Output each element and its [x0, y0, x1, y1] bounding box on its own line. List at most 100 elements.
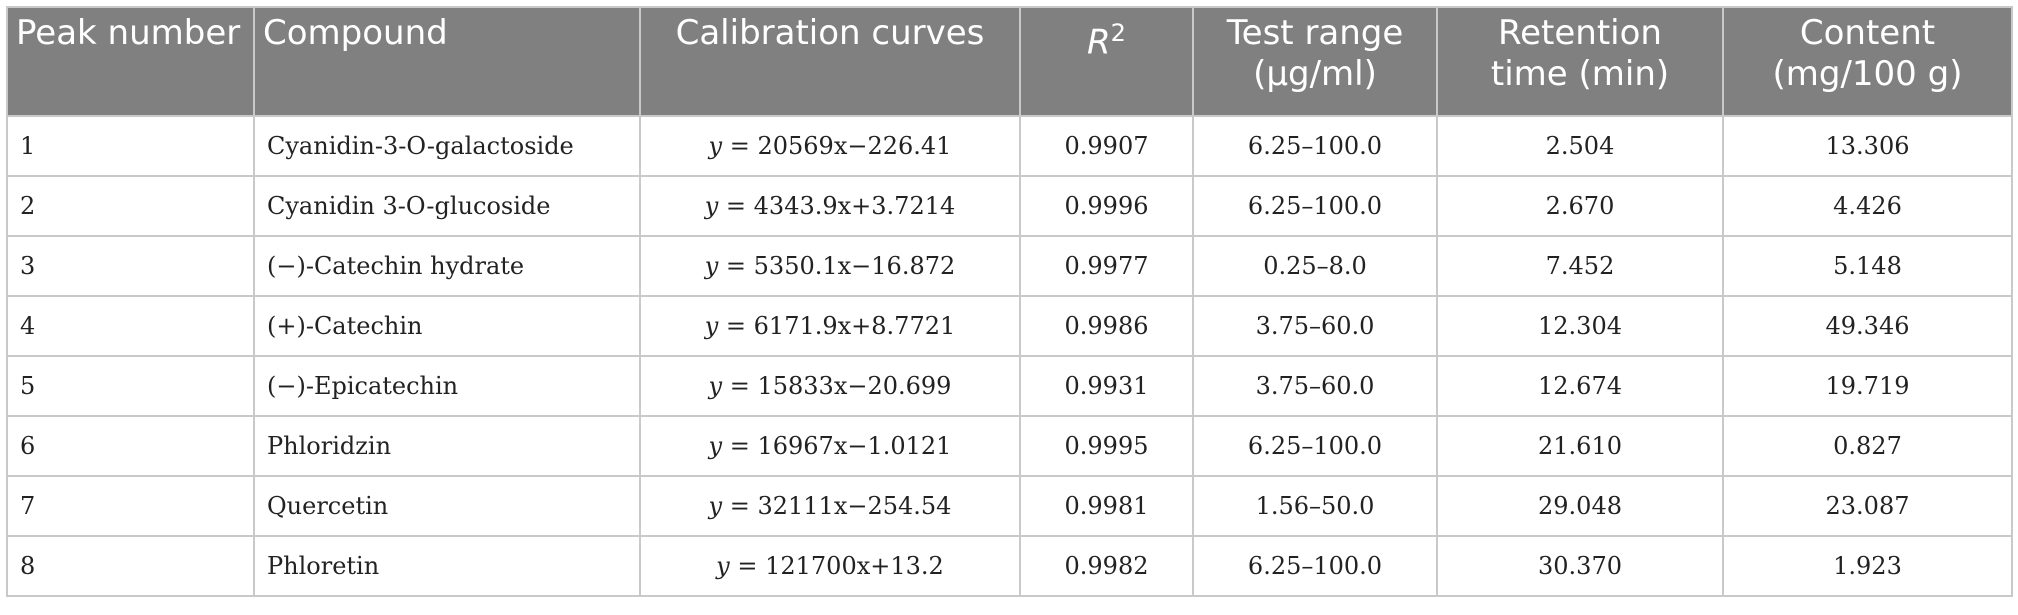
cell-retention-time: 2.504: [1436, 115, 1724, 177]
equation-variable: y: [704, 252, 719, 280]
equation-variable: y: [708, 132, 723, 160]
cell-compound: Phloridzin: [253, 415, 641, 477]
cell-peak-number: 4: [6, 295, 255, 357]
equation-variable: y: [716, 552, 730, 580]
equation-expression: = 16967x−1.0121: [722, 432, 952, 460]
cell-calibration-curve: y = 5350.1x−16.872: [639, 235, 1021, 297]
header-content-line1: Content: [1799, 13, 1936, 53]
equation-expression: = 121700x+13.2: [729, 552, 944, 580]
header-r2-superscript: 2: [1110, 19, 1126, 47]
cell-peak-number: 1: [6, 115, 255, 177]
header-calibration-text: Calibration curves: [675, 13, 985, 53]
cell-retention-time: 30.370: [1436, 535, 1724, 597]
equation-variable: y: [708, 372, 723, 400]
cell-compound: (+)-Catechin: [253, 295, 641, 357]
header-content: Content (mg/100 g): [1722, 6, 2013, 117]
cell-content: 49.346: [1722, 295, 2013, 357]
table-header: Peak number Compound Calibration curves …: [6, 6, 2013, 117]
table-row: 6 Phloridzin y = 16967x−1.0121 0.9995 6.…: [6, 415, 2013, 477]
cell-retention-time: 7.452: [1436, 235, 1724, 297]
cell-content: 4.426: [1722, 175, 2013, 237]
cell-calibration-curve: y = 32111x−254.54: [639, 475, 1021, 537]
cell-test-range: 3.75–60.0: [1192, 355, 1438, 417]
header-compound: Compound: [253, 6, 641, 117]
table-row: 8 Phloretin y = 121700x+13.2 0.9982 6.25…: [6, 535, 2013, 597]
header-calibration-curves: Calibration curves: [639, 6, 1021, 117]
cell-r-squared: 0.9977: [1019, 235, 1194, 297]
cell-r-squared: 0.9981: [1019, 475, 1194, 537]
header-peak-number-text: Peak number: [16, 13, 241, 53]
cell-test-range: 1.56–50.0: [1192, 475, 1438, 537]
table-row: 5 (−)-Epicatechin y = 15833x−20.699 0.99…: [6, 355, 2013, 417]
header-compound-text: Compound: [263, 13, 448, 53]
cell-calibration-curve: y = 4343.9x+3.7214: [639, 175, 1021, 237]
cell-compound: Cyanidin-3-O-galactoside: [253, 115, 641, 177]
results-table: Peak number Compound Calibration curves …: [6, 6, 2013, 597]
cell-content: 13.306: [1722, 115, 2013, 177]
cell-retention-time: 2.670: [1436, 175, 1724, 237]
equation-expression: = 6171.9x+8.7721: [718, 312, 956, 340]
table-row: 3 (−)-Catechin hydrate y = 5350.1x−16.87…: [6, 235, 2013, 297]
cell-test-range: 3.75–60.0: [1192, 295, 1438, 357]
cell-peak-number: 7: [6, 475, 255, 537]
cell-peak-number: 5: [6, 355, 255, 417]
cell-r-squared: 0.9995: [1019, 415, 1194, 477]
cell-r-squared: 0.9907: [1019, 115, 1194, 177]
equation-variable: y: [704, 312, 719, 340]
cell-peak-number: 3: [6, 235, 255, 297]
cell-r-squared: 0.9986: [1019, 295, 1194, 357]
cell-compound: Quercetin: [253, 475, 641, 537]
equation-expression: = 32111x−254.54: [722, 492, 952, 520]
equation-variable: y: [708, 492, 723, 520]
header-r-squared: R2: [1019, 6, 1194, 117]
cell-content: 19.719: [1722, 355, 2013, 417]
cell-test-range: 6.25–100.0: [1192, 415, 1438, 477]
cell-retention-time: 12.304: [1436, 295, 1724, 357]
cell-test-range: 6.25–100.0: [1192, 175, 1438, 237]
cell-calibration-curve: y = 121700x+13.2: [639, 535, 1021, 597]
cell-content: 1.923: [1722, 535, 2013, 597]
table-row: 4 (+)-Catechin y = 6171.9x+8.7721 0.9986…: [6, 295, 2013, 357]
cell-retention-time: 21.610: [1436, 415, 1724, 477]
equation-expression: = 5350.1x−16.872: [718, 252, 956, 280]
cell-calibration-curve: y = 6171.9x+8.7721: [639, 295, 1021, 357]
table-row: 2 Cyanidin 3-O-glucoside y = 4343.9x+3.7…: [6, 175, 2013, 237]
equation-variable: y: [704, 192, 719, 220]
table-row: 7 Quercetin y = 32111x−254.54 0.9981 1.5…: [6, 475, 2013, 537]
equation-expression: = 4343.9x+3.7214: [718, 192, 956, 220]
header-test-range-line2: (µg/ml): [1253, 54, 1377, 94]
cell-r-squared: 0.9982: [1019, 535, 1194, 597]
cell-compound: (−)-Catechin hydrate: [253, 235, 641, 297]
cell-peak-number: 2: [6, 175, 255, 237]
header-r2-base: R: [1087, 22, 1111, 63]
cell-content: 5.148: [1722, 235, 2013, 297]
header-test-range: Test range (µg/ml): [1192, 6, 1438, 117]
cell-r-squared: 0.9996: [1019, 175, 1194, 237]
header-content-line2: (mg/100 g): [1772, 54, 1963, 94]
cell-peak-number: 6: [6, 415, 255, 477]
header-retention-time: Retention time (min): [1436, 6, 1724, 117]
header-retention-line2: time (min): [1490, 54, 1670, 94]
cell-calibration-curve: y = 16967x−1.0121: [639, 415, 1021, 477]
cell-compound: Cyanidin 3-O-glucoside: [253, 175, 641, 237]
cell-content: 23.087: [1722, 475, 2013, 537]
cell-compound: Phloretin: [253, 535, 641, 597]
cell-content: 0.827: [1722, 415, 2013, 477]
header-peak-number: Peak number: [6, 6, 255, 117]
table-body: 1 Cyanidin-3-O-galactoside y = 20569x−22…: [6, 115, 2013, 597]
cell-retention-time: 12.674: [1436, 355, 1724, 417]
cell-compound: (−)-Epicatechin: [253, 355, 641, 417]
table-row: 1 Cyanidin-3-O-galactoside y = 20569x−22…: [6, 115, 2013, 177]
header-test-range-line1: Test range: [1226, 13, 1404, 53]
header-retention-line1: Retention: [1498, 13, 1662, 53]
cell-test-range: 0.25–8.0: [1192, 235, 1438, 297]
cell-calibration-curve: y = 15833x−20.699: [639, 355, 1021, 417]
cell-peak-number: 8: [6, 535, 255, 597]
cell-test-range: 6.25–100.0: [1192, 535, 1438, 597]
equation-variable: y: [708, 432, 723, 460]
cell-retention-time: 29.048: [1436, 475, 1724, 537]
header-row: Peak number Compound Calibration curves …: [6, 6, 2013, 117]
equation-expression: = 15833x−20.699: [722, 372, 952, 400]
cell-r-squared: 0.9931: [1019, 355, 1194, 417]
equation-expression: = 20569x−226.41: [722, 132, 952, 160]
